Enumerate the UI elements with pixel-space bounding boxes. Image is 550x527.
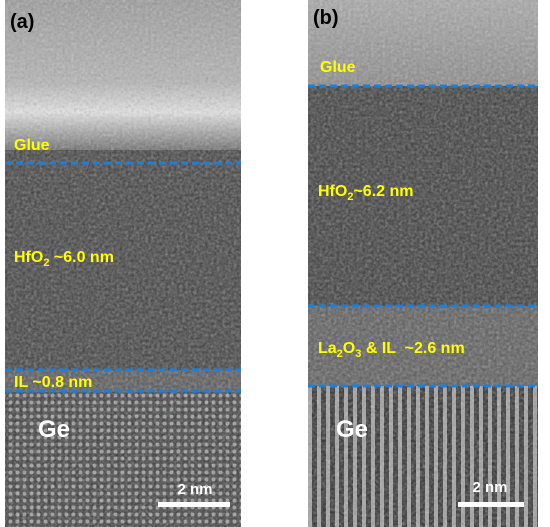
panel-a: (a) Glue HfO2 ~6.0 nm IL ~0.8 nm Ge 2 nm (5, 0, 241, 527)
scale-bar (458, 502, 524, 507)
label-part: 2 (337, 348, 343, 360)
substrate-label: Ge (38, 416, 70, 443)
panel-tag: (a) (10, 11, 34, 33)
scale-bar (158, 502, 230, 507)
panel-b: (b) Glue HfO2~6.2 nm La2O3 & IL ~2.6 nm … (308, 0, 538, 527)
label-part: & IL ~2.6 nm (361, 340, 464, 357)
interlayer-label: IL ~0.8 nm (14, 374, 92, 391)
label-part: 3 (355, 348, 361, 360)
label-part: HfO (318, 183, 347, 200)
glue-label: Glue (14, 137, 50, 154)
scale-bar-label: 2 nm (177, 481, 212, 498)
substrate-label: Ge (336, 416, 368, 443)
label-part: 2 (43, 257, 49, 269)
oxide-label: HfO2~6.2 nm (318, 183, 413, 203)
label-part: La (318, 340, 337, 357)
panel-tag: (b) (313, 7, 339, 29)
interlayer-label: La2O3 & IL ~2.6 nm (318, 340, 465, 360)
scale-bar-label: 2 nm (472, 479, 507, 496)
label-part: 2 (347, 191, 353, 203)
label-part: ~6.0 nm (49, 249, 113, 266)
label-part: O (343, 340, 355, 357)
label-part: ~6.2 nm (353, 183, 413, 200)
glue-label: Glue (320, 59, 356, 76)
label-part: HfO (14, 249, 43, 266)
oxide-label: HfO2 ~6.0 nm (14, 249, 114, 269)
